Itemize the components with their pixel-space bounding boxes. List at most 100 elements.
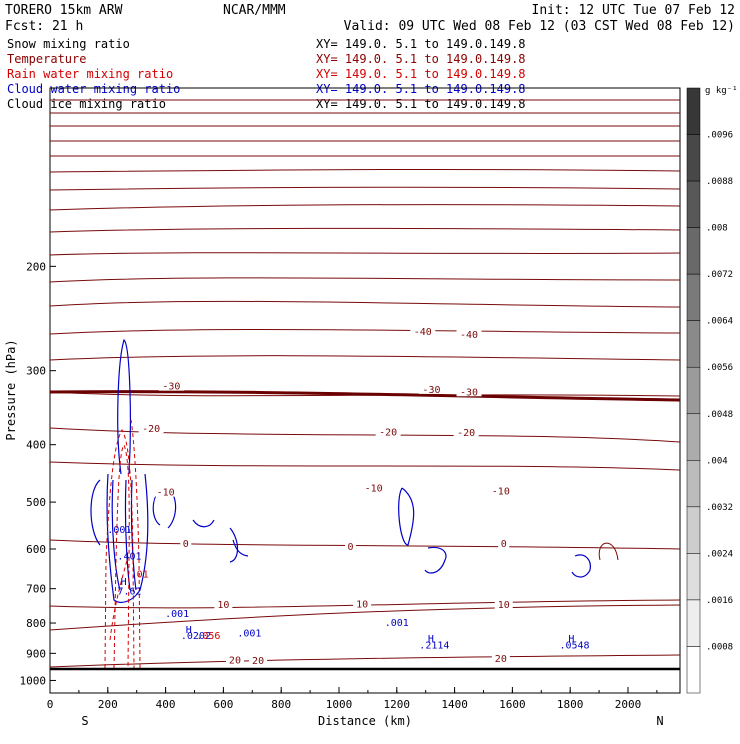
- moisture-label: .056: [196, 631, 220, 642]
- x-tick-label: 2000: [615, 698, 642, 711]
- y-tick-label: 400: [26, 439, 46, 452]
- temperature-label-bg: [225, 653, 244, 665]
- temperature-label-bg: [456, 385, 482, 397]
- temperature-label-bg: [345, 539, 357, 551]
- legend-temperature-xy: XY= 149.0. 5.1 to 149.0.149.8: [316, 52, 526, 66]
- legend-cloud-ice-xy: XY= 149.0. 5.1 to 149.0.149.8: [316, 97, 526, 111]
- y-tick-label: 200: [26, 260, 46, 273]
- temperature-label-bg: [494, 598, 513, 610]
- colorbar-tick-label: .008: [706, 224, 728, 234]
- temperature-label-bg: [418, 382, 444, 394]
- temperature-label: -20: [379, 427, 397, 438]
- colorbar-tick-label: .0088: [706, 177, 733, 187]
- north-end-label: N: [656, 714, 663, 728]
- moisture-label: H: [121, 577, 127, 588]
- y-axis-title: Pressure (hPa): [4, 339, 18, 440]
- legend-snow-xy: XY= 149.0. 5.1 to 149.0.149.8: [316, 37, 526, 51]
- moisture-labels: .001.401.01H7.62.001H.0202.056.001.001H.…: [107, 525, 589, 652]
- legend-cloud-water-xy: XY= 149.0. 5.1 to 149.0.149.8: [316, 82, 526, 96]
- temperature-label: -40: [414, 327, 432, 338]
- temperature-label-bg: [456, 327, 482, 339]
- temperature-label-bg: [180, 536, 192, 548]
- moisture-label: .001: [165, 609, 189, 620]
- temperature-label-bg: [491, 652, 510, 664]
- colorbar-tick-label: .0096: [706, 131, 733, 141]
- temperature-label-bg: [453, 426, 479, 438]
- moisture-label: .01: [131, 570, 149, 581]
- legend: Snow mixing ratio XY= 149.0. 5.1 to 149.…: [7, 37, 526, 111]
- moisture-label: .0202: [181, 631, 211, 642]
- temperature-label-bg: [249, 653, 268, 665]
- legend-cloud-water-label: Cloud water mixing ratio: [7, 82, 180, 96]
- colorbar-tick-label: .0064: [706, 317, 733, 327]
- temperature-label: -10: [157, 488, 175, 499]
- valid-time: Valid: 09 UTC Wed 08 Feb 12 (03 CST Wed …: [344, 19, 735, 34]
- colorbar-tick-label: .0008: [706, 642, 733, 652]
- y-tick-label: 500: [26, 496, 46, 509]
- colorbar-segment: [686, 273, 701, 321]
- temperature-label: 10: [217, 600, 229, 611]
- temperature-label: 0: [183, 539, 189, 550]
- forecast-hour: Fcst: 21 h: [5, 19, 83, 34]
- temperature-label: 0: [348, 542, 354, 553]
- colorbar-segment: [686, 366, 701, 415]
- temperature-label-bg: [498, 536, 510, 548]
- model-name: TORERO 15km ARW: [5, 3, 123, 18]
- x-axis-title: Distance (km): [318, 714, 412, 728]
- y-tick-label: 1000: [20, 674, 47, 687]
- temperature-label: 20: [229, 656, 241, 667]
- moisture-label: .001: [237, 629, 261, 640]
- temperature-label-bg: [410, 324, 436, 336]
- south-end-label: S: [81, 714, 88, 728]
- moisture-label: .2114: [419, 641, 449, 652]
- moisture-label: .001: [385, 618, 409, 629]
- temperature-label: 10: [356, 600, 368, 611]
- moisture-label: .401: [117, 551, 141, 562]
- x-tick-label: 200: [98, 698, 118, 711]
- legend-snow-label: Snow mixing ratio: [7, 37, 130, 51]
- temperature-label: 20: [495, 654, 507, 665]
- y-tick-label: 600: [26, 543, 46, 556]
- temperature-label-bg: [214, 598, 233, 610]
- x-tick-label: 600: [213, 698, 233, 711]
- temperature-label: -20: [142, 424, 160, 435]
- temperature-label-bg: [375, 425, 401, 437]
- colorbar-tick-label: .0016: [706, 596, 733, 606]
- temperature-label: -20: [457, 428, 475, 439]
- x-tick-label: 1200: [384, 698, 411, 711]
- colorbar-segment: [686, 413, 701, 461]
- x-tick-label: 400: [156, 698, 176, 711]
- temperature-label: 10: [498, 600, 510, 611]
- temperature-label: -30: [422, 385, 440, 396]
- colorbar-tick-label: .0024: [706, 549, 733, 559]
- x-tick-label: 1400: [441, 698, 468, 711]
- temperature-label: -10: [492, 487, 510, 498]
- x-tick-label: 1000: [326, 698, 353, 711]
- moisture-label: H: [428, 634, 434, 645]
- temperature-label-bg: [158, 379, 184, 391]
- temperature-label: -40: [460, 330, 478, 341]
- moisture-label: .0548: [559, 641, 589, 652]
- y-tick-label: 900: [26, 647, 46, 660]
- cloud-water-contours: [90, 338, 591, 603]
- colorbar-segment: [686, 646, 701, 694]
- temperature-label: 20: [252, 656, 264, 667]
- moisture-label: 7.62: [117, 587, 141, 598]
- temperature-label-bg: [488, 484, 514, 496]
- legend-cloud-ice-label: Cloud ice mixing ratio: [7, 97, 166, 111]
- temperature-label: 0: [501, 539, 507, 550]
- x-tick-label: 1600: [499, 698, 526, 711]
- temperature-label-bg: [361, 481, 387, 493]
- colorbar-segment: [686, 460, 701, 508]
- colorbar-segment: [686, 180, 701, 228]
- legend-temperature-label: Temperature: [7, 52, 86, 66]
- y-tick-label: 700: [26, 583, 46, 596]
- colorbar-tick-label: .0032: [706, 503, 733, 513]
- x-tick-label: 0: [47, 698, 54, 711]
- temperature-label-bg: [353, 597, 372, 609]
- moisture-label: H: [568, 634, 574, 645]
- temperature-label: -10: [365, 483, 383, 494]
- center-name: NCAR/MMM: [223, 3, 286, 18]
- colorbar-segment: [686, 227, 701, 275]
- temperature-label-bg: [138, 422, 164, 434]
